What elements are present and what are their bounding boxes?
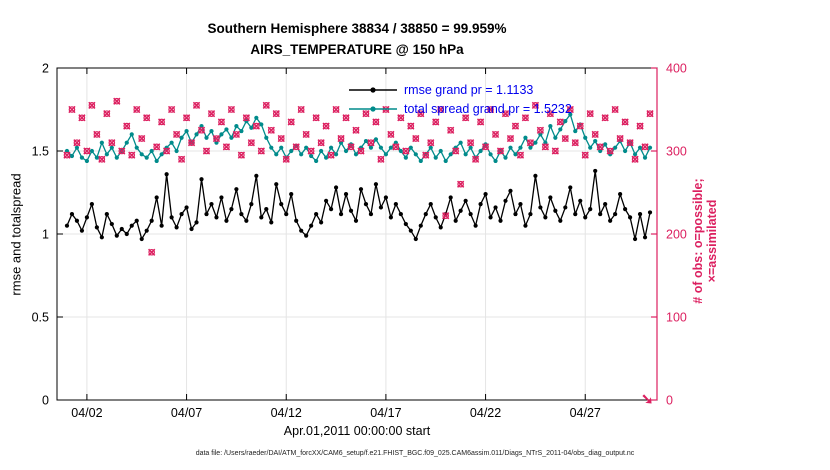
ytick-left-label: 1.5 — [32, 145, 49, 159]
ytick-right-label: 0 — [666, 394, 673, 408]
ytick-left-label: 1 — [42, 228, 49, 242]
legend-item-rmse: rmse grand pr = 1.1133 — [348, 80, 572, 99]
y-axis-label-right: # of obs: o=possible; ×=assimilated — [691, 178, 719, 304]
legend: rmse grand pr = 1.1133 total spread gran… — [348, 80, 572, 118]
chart-title-line2: AIRS_TEMPERATURE @ 150 hPa — [250, 42, 464, 57]
xtick-label: 04/22 — [470, 406, 501, 420]
legend-label-rmse: rmse grand pr = 1.1133 — [404, 82, 534, 97]
rmse-series — [64, 168, 653, 242]
totalspread-series — [64, 112, 653, 164]
gridlines — [57, 68, 657, 400]
legend-label-totalspread: total spread grand pr = 1.5232 — [404, 101, 572, 116]
chart-title: Southern Hemisphere 38834 / 38850 = 99.9… — [57, 18, 657, 60]
xtick-label: 04/02 — [71, 406, 102, 420]
ytick-right-label: 200 — [666, 228, 687, 242]
xtick-label: 04/17 — [370, 406, 401, 420]
axis-ticks: 0 0.5 1 1.5 2 0 100 200 300 400 04/02 04/07 04/12 04/… — [32, 62, 687, 421]
ytick-right-label: 300 — [666, 145, 687, 159]
ytick-right-label: 400 — [666, 62, 687, 76]
ytick-left-label: 0 — [42, 394, 49, 408]
rmse-line-sample-icon — [349, 86, 397, 93]
ytick-left-label: 0.5 — [32, 311, 49, 325]
chart-title-line1: Southern Hemisphere 38834 / 38850 = 99.9… — [207, 21, 507, 36]
xtick-label: 04/07 — [171, 406, 202, 420]
obs-count-markers — [63, 97, 654, 256]
xtick-label: 04/27 — [570, 406, 601, 420]
offscale-arrow-icon: ➘ — [641, 391, 654, 408]
totalspread-line-sample-icon — [349, 105, 397, 112]
y-axis-label-left: rmse and totalspread — [8, 173, 24, 296]
x-axis-label: Apr.01,2011 00:00:00 start — [283, 424, 431, 438]
xtick-label: 04/12 — [271, 406, 302, 420]
data-file-caption: data file: /Users/raeder/DAI/ATM_forcXX/… — [195, 450, 635, 457]
ytick-right-label: 100 — [666, 311, 687, 325]
legend-item-totalspread: total spread grand pr = 1.5232 — [348, 99, 572, 118]
ytick-left-label: 2 — [42, 62, 49, 76]
